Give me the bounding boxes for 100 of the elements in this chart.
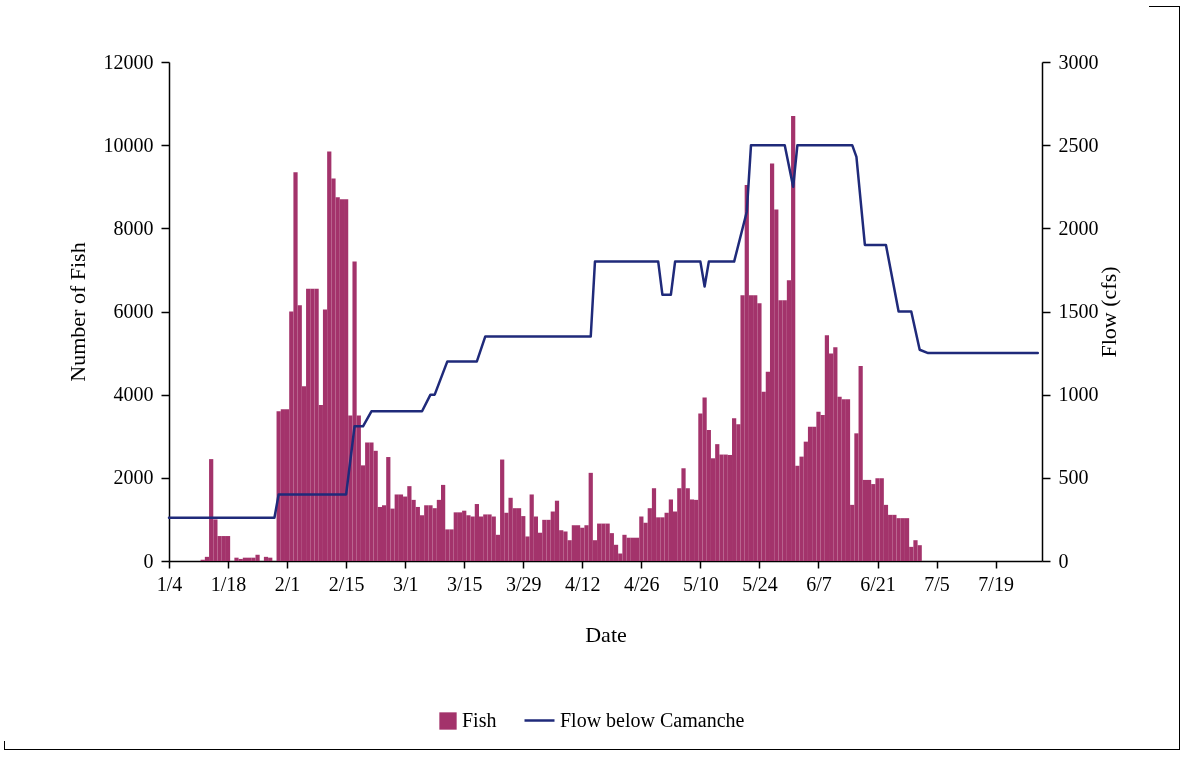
bar bbox=[344, 199, 349, 561]
bar bbox=[386, 457, 391, 561]
bar bbox=[833, 347, 838, 561]
y2-tick-label: 0 bbox=[1058, 549, 1069, 572]
bar bbox=[369, 442, 374, 561]
bar bbox=[474, 504, 479, 561]
bar bbox=[630, 537, 636, 561]
bar bbox=[753, 295, 758, 561]
x-tick-label: 3/29 bbox=[505, 572, 542, 595]
bar bbox=[441, 484, 446, 561]
bar bbox=[892, 514, 897, 561]
x-tick-label: 6/7 bbox=[806, 572, 832, 595]
bar bbox=[913, 540, 918, 561]
bar bbox=[791, 116, 796, 561]
x-tick-label: 4/26 bbox=[624, 572, 660, 595]
bar bbox=[723, 454, 728, 561]
y-tick-label: 6000 bbox=[113, 300, 154, 322]
bar bbox=[491, 516, 496, 561]
bar bbox=[457, 512, 463, 561]
bar bbox=[314, 288, 319, 561]
bar bbox=[875, 478, 880, 561]
legend-label: Flow below Camanche bbox=[560, 708, 745, 731]
bar bbox=[209, 459, 214, 561]
x-tick-label: 6/21 bbox=[860, 572, 896, 595]
bar bbox=[715, 444, 720, 561]
bar bbox=[896, 518, 901, 561]
x-tick-label: 5/10 bbox=[683, 572, 719, 595]
y-tick-label: 2000 bbox=[113, 466, 154, 489]
bar bbox=[462, 510, 467, 561]
bar bbox=[352, 261, 357, 561]
bar bbox=[769, 163, 775, 561]
y-axis-title: Number of Fish bbox=[64, 242, 90, 382]
bar bbox=[483, 514, 488, 561]
bar bbox=[234, 557, 239, 561]
y-tick-label: 0 bbox=[143, 549, 154, 572]
bar bbox=[466, 515, 471, 561]
y-tick-label: 4000 bbox=[113, 383, 154, 406]
bar bbox=[280, 409, 285, 561]
y2-tick-label: 500 bbox=[1058, 466, 1089, 489]
x-tick-label: 4/12 bbox=[565, 572, 601, 595]
bar bbox=[900, 518, 905, 561]
bar bbox=[563, 531, 568, 561]
bar bbox=[858, 365, 863, 561]
bar bbox=[866, 479, 872, 561]
x-tick-label: 5/24 bbox=[742, 572, 778, 595]
bar bbox=[276, 411, 281, 561]
bar bbox=[225, 536, 231, 561]
bar bbox=[660, 517, 665, 561]
bar bbox=[681, 468, 686, 561]
bar bbox=[500, 459, 505, 561]
bar bbox=[626, 537, 631, 561]
x-tick-label: 1/4 bbox=[156, 572, 183, 595]
bar bbox=[597, 523, 602, 561]
y2-tick-label: 2500 bbox=[1058, 133, 1099, 156]
y-tick-label: 8000 bbox=[113, 216, 154, 239]
bar bbox=[807, 426, 813, 561]
x-tick-label: 7/5 bbox=[924, 572, 950, 595]
bar bbox=[702, 397, 707, 561]
x-tick-label: 3/1 bbox=[392, 572, 419, 595]
bar bbox=[255, 554, 260, 561]
bar bbox=[529, 494, 534, 561]
bar bbox=[824, 335, 830, 561]
bar bbox=[554, 500, 560, 561]
x-axis-title: Date bbox=[585, 621, 627, 647]
bar bbox=[424, 505, 429, 561]
y2-tick-label: 2000 bbox=[1058, 216, 1099, 239]
bar bbox=[293, 172, 298, 561]
bar bbox=[516, 508, 522, 561]
bar bbox=[588, 472, 593, 561]
bar bbox=[428, 505, 433, 561]
x-tick-label: 1/18 bbox=[210, 572, 247, 595]
bar bbox=[453, 512, 458, 561]
y-tick-label: 10000 bbox=[103, 133, 154, 156]
bar bbox=[639, 516, 644, 561]
bar bbox=[306, 288, 311, 561]
legend-label: Fish bbox=[462, 709, 497, 731]
bar bbox=[845, 399, 851, 561]
x-tick-label: 7/19 bbox=[978, 572, 1014, 595]
bar bbox=[605, 523, 610, 561]
bar bbox=[668, 499, 673, 561]
x-tick-label: 2/15 bbox=[328, 572, 365, 595]
y2-tick-label: 1000 bbox=[1058, 383, 1099, 406]
bar bbox=[487, 514, 492, 561]
bar bbox=[310, 288, 315, 561]
bar bbox=[542, 519, 547, 561]
bar bbox=[732, 418, 737, 561]
x-tick-label: 3/15 bbox=[446, 572, 483, 595]
bar bbox=[575, 525, 581, 561]
bar bbox=[221, 536, 226, 561]
bar bbox=[816, 411, 821, 561]
bar bbox=[904, 518, 910, 561]
bar bbox=[394, 494, 399, 561]
bar bbox=[744, 185, 749, 561]
bar bbox=[327, 151, 332, 561]
bar bbox=[601, 523, 606, 561]
bar bbox=[622, 534, 627, 561]
bar bbox=[841, 399, 846, 561]
bar bbox=[571, 525, 576, 561]
bar bbox=[651, 488, 657, 561]
bar bbox=[407, 486, 412, 561]
